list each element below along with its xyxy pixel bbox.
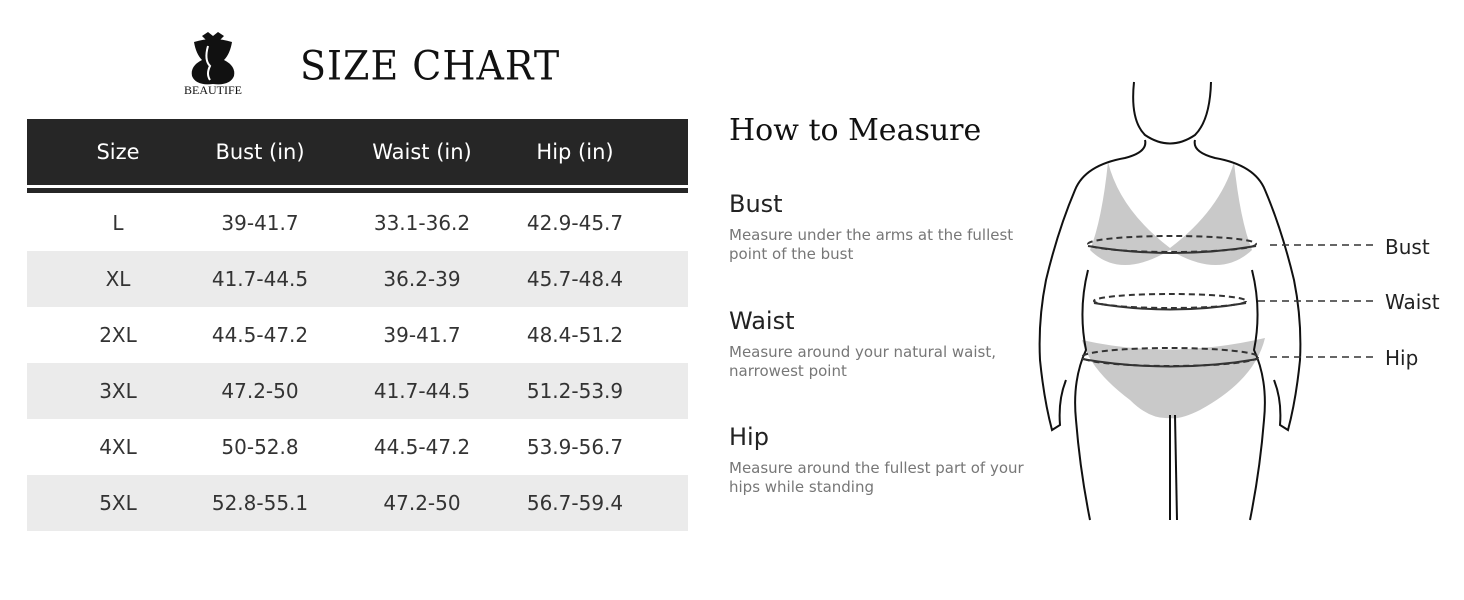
measurement-rings bbox=[1081, 235, 1259, 368]
table-header: Size Bust (in) Waist (in) Hip (in) bbox=[27, 119, 688, 188]
brand-name: BEAUTIFE bbox=[184, 83, 242, 97]
hip-instructions: Measure around the fullest part of your … bbox=[729, 459, 1024, 496]
cell-size: 4XL bbox=[99, 435, 137, 459]
cell-bust: 44.5-47.2 bbox=[211, 323, 309, 347]
body-outline bbox=[1038, 81, 1302, 521]
cell-size: 5XL bbox=[99, 491, 137, 515]
table-row: 3XL 47.2-50 41.7-44.5 51.2-53.9 bbox=[27, 363, 688, 419]
figure-label-hip: Hip bbox=[1385, 346, 1419, 370]
brand-logo bbox=[191, 32, 235, 85]
size-table: Size Bust (in) Waist (in) Hip (in) L 39-4… bbox=[27, 119, 688, 531]
waist-heading: Waist bbox=[729, 307, 795, 335]
leader-lines bbox=[1258, 244, 1375, 358]
cell-waist: 47.2-50 bbox=[383, 491, 461, 515]
bust-section: Bust Measure under the arms at the fulle… bbox=[729, 190, 1029, 264]
cell-bust: 50-52.8 bbox=[221, 435, 299, 459]
cell-waist: 36.2-39 bbox=[383, 267, 461, 291]
cell-waist: 41.7-44.5 bbox=[373, 379, 471, 403]
cell-hip: 45.7-48.4 bbox=[526, 267, 624, 291]
waist-instructions: Measure around your natural waist, narro… bbox=[729, 343, 996, 380]
page-title: SIZE CHART bbox=[300, 42, 561, 90]
figure-label-waist: Waist bbox=[1385, 290, 1440, 314]
cell-hip: 51.2-53.9 bbox=[526, 379, 624, 403]
cell-size: XL bbox=[105, 267, 131, 291]
cell-bust: 47.2-50 bbox=[221, 379, 299, 403]
table-row: 4XL 50-52.8 44.5-47.2 53.9-56.7 bbox=[27, 419, 688, 475]
table-row: 5XL 52.8-55.1 47.2-50 56.7-59.4 bbox=[27, 475, 688, 531]
cell-hip: 48.4-51.2 bbox=[526, 323, 624, 347]
cell-waist: 33.1-36.2 bbox=[373, 211, 471, 235]
table-row: XL 41.7-44.5 36.2-39 45.7-48.4 bbox=[27, 251, 688, 307]
bust-heading: Bust bbox=[729, 190, 783, 218]
cell-hip: 56.7-59.4 bbox=[526, 491, 624, 515]
bikini-shading bbox=[1082, 162, 1265, 419]
cell-size: L bbox=[112, 211, 124, 235]
header-size: Size bbox=[96, 140, 140, 164]
hip-heading: Hip bbox=[729, 423, 769, 451]
cell-waist: 39-41.7 bbox=[383, 323, 461, 347]
table-row: 2XL 44.5-47.2 39-41.7 48.4-51.2 bbox=[27, 307, 688, 363]
header-waist: Waist (in) bbox=[372, 140, 472, 164]
header-hip: Hip (in) bbox=[536, 140, 614, 164]
cell-hip: 42.9-45.7 bbox=[526, 211, 624, 235]
header-bust: Bust (in) bbox=[215, 140, 305, 164]
body-measurement-figure bbox=[1038, 81, 1375, 521]
how-to-measure-title: How to Measure bbox=[729, 113, 982, 148]
cell-hip: 53.9-56.7 bbox=[526, 435, 624, 459]
waist-section: Waist Measure around your natural waist,… bbox=[729, 307, 1029, 381]
table-row: L 39-41.7 33.1-36.2 42.9-45.7 bbox=[27, 195, 688, 251]
cell-size: 3XL bbox=[99, 379, 137, 403]
cell-bust: 52.8-55.1 bbox=[211, 491, 309, 515]
bust-instructions: Measure under the arms at the fullest po… bbox=[729, 226, 1014, 263]
cell-bust: 39-41.7 bbox=[221, 211, 299, 235]
cell-bust: 41.7-44.5 bbox=[211, 267, 309, 291]
figure-label-bust: Bust bbox=[1385, 235, 1430, 259]
cell-waist: 44.5-47.2 bbox=[373, 435, 471, 459]
hip-section: Hip Measure around the fullest part of y… bbox=[729, 423, 1029, 497]
cell-size: 2XL bbox=[99, 323, 137, 347]
